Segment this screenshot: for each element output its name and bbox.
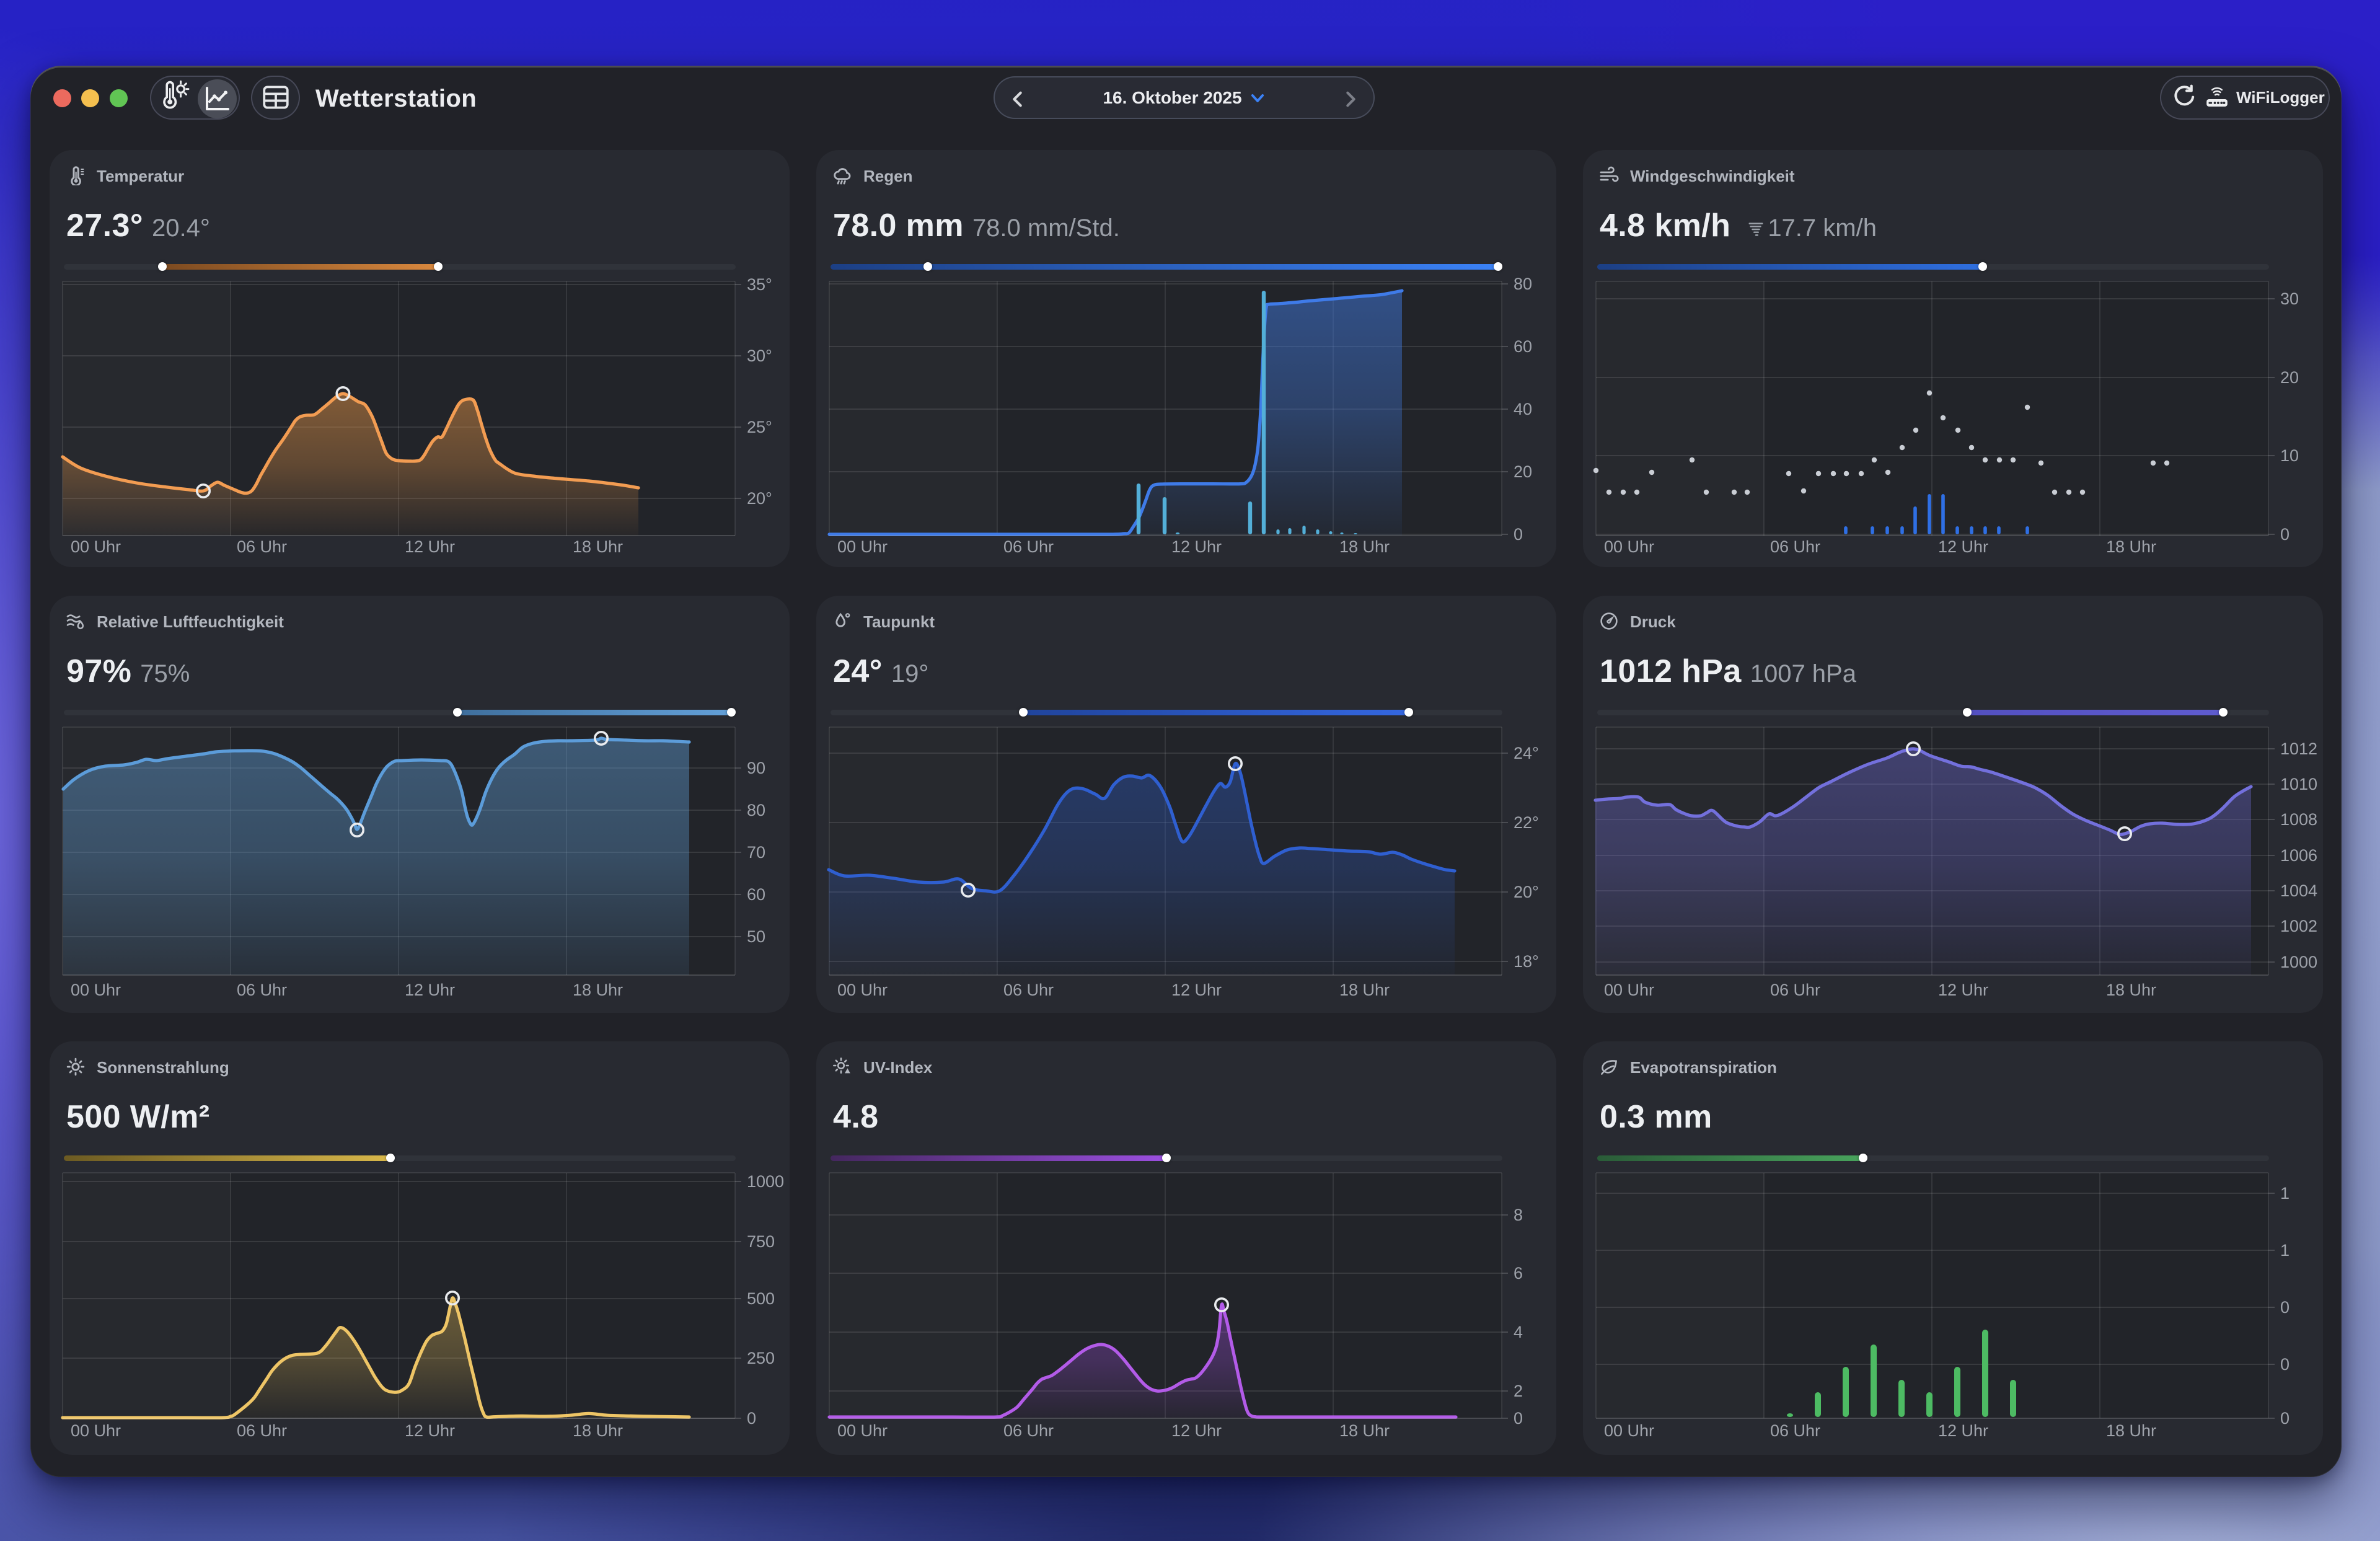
svg-text:18 Uhr: 18 Uhr bbox=[1339, 537, 1390, 556]
svg-text:00 Uhr: 00 Uhr bbox=[837, 1421, 888, 1440]
svg-text:25°: 25° bbox=[747, 418, 772, 436]
svg-text:250: 250 bbox=[747, 1349, 775, 1367]
svg-text:12 Uhr: 12 Uhr bbox=[405, 1421, 455, 1440]
svg-text:18 Uhr: 18 Uhr bbox=[1339, 1421, 1390, 1440]
svg-text:10: 10 bbox=[2280, 446, 2299, 465]
svg-text:1010: 1010 bbox=[2280, 775, 2317, 793]
svg-text:0: 0 bbox=[2280, 1355, 2290, 1374]
svg-text:12 Uhr: 12 Uhr bbox=[1171, 537, 1222, 556]
svg-text:20°: 20° bbox=[747, 489, 772, 508]
svg-text:1: 1 bbox=[2280, 1184, 2290, 1203]
svg-text:70: 70 bbox=[747, 843, 765, 862]
svg-text:18 Uhr: 18 Uhr bbox=[1339, 981, 1390, 999]
svg-text:00 Uhr: 00 Uhr bbox=[1604, 981, 1654, 999]
svg-text:12 Uhr: 12 Uhr bbox=[1171, 981, 1222, 999]
svg-text:50: 50 bbox=[747, 927, 765, 946]
svg-text:1004: 1004 bbox=[2280, 881, 2317, 900]
svg-text:06 Uhr: 06 Uhr bbox=[1003, 537, 1054, 556]
svg-text:00 Uhr: 00 Uhr bbox=[1604, 1421, 1654, 1440]
svg-text:06 Uhr: 06 Uhr bbox=[237, 537, 287, 556]
svg-text:18 Uhr: 18 Uhr bbox=[2106, 1421, 2156, 1440]
svg-text:18 Uhr: 18 Uhr bbox=[573, 1421, 623, 1440]
svg-text:0: 0 bbox=[747, 1409, 756, 1428]
svg-text:20: 20 bbox=[2280, 368, 2299, 387]
svg-text:18°: 18° bbox=[1514, 952, 1539, 971]
svg-text:1008: 1008 bbox=[2280, 810, 2317, 829]
svg-text:06 Uhr: 06 Uhr bbox=[1770, 1421, 1820, 1440]
svg-text:30: 30 bbox=[2280, 289, 2299, 308]
svg-text:18 Uhr: 18 Uhr bbox=[573, 981, 623, 999]
svg-text:06 Uhr: 06 Uhr bbox=[237, 981, 287, 999]
svg-text:12 Uhr: 12 Uhr bbox=[1938, 537, 1988, 556]
svg-text:00 Uhr: 00 Uhr bbox=[71, 537, 121, 556]
svg-text:1: 1 bbox=[2280, 1241, 2290, 1260]
svg-text:12 Uhr: 12 Uhr bbox=[1938, 1421, 1988, 1440]
svg-text:18 Uhr: 18 Uhr bbox=[2106, 981, 2156, 999]
svg-text:00 Uhr: 00 Uhr bbox=[1604, 537, 1654, 556]
svg-text:60: 60 bbox=[1514, 337, 1532, 356]
svg-text:12 Uhr: 12 Uhr bbox=[405, 537, 455, 556]
svg-text:06 Uhr: 06 Uhr bbox=[1770, 537, 1820, 556]
svg-text:24°: 24° bbox=[1514, 744, 1539, 762]
svg-text:00 Uhr: 00 Uhr bbox=[837, 537, 888, 556]
svg-text:2: 2 bbox=[1514, 1382, 1523, 1400]
svg-text:0: 0 bbox=[1514, 1409, 1523, 1428]
svg-text:0: 0 bbox=[2280, 525, 2290, 544]
svg-text:1000: 1000 bbox=[747, 1172, 784, 1191]
svg-text:30°: 30° bbox=[747, 347, 772, 365]
svg-text:12 Uhr: 12 Uhr bbox=[1171, 1421, 1222, 1440]
svg-text:35°: 35° bbox=[747, 275, 772, 294]
svg-text:0: 0 bbox=[1514, 525, 1523, 544]
svg-text:40: 40 bbox=[1514, 400, 1532, 418]
svg-text:1012: 1012 bbox=[2280, 740, 2317, 758]
svg-text:06 Uhr: 06 Uhr bbox=[1003, 1421, 1054, 1440]
svg-text:00 Uhr: 00 Uhr bbox=[837, 981, 888, 999]
svg-text:80: 80 bbox=[747, 801, 765, 819]
svg-text:500: 500 bbox=[747, 1289, 775, 1308]
svg-text:06 Uhr: 06 Uhr bbox=[237, 1421, 287, 1440]
svg-text:12 Uhr: 12 Uhr bbox=[1938, 981, 1988, 999]
svg-text:20°: 20° bbox=[1514, 883, 1539, 901]
svg-text:1000: 1000 bbox=[2280, 953, 2317, 971]
svg-text:00 Uhr: 00 Uhr bbox=[71, 1421, 121, 1440]
svg-text:06 Uhr: 06 Uhr bbox=[1003, 981, 1054, 999]
svg-text:8: 8 bbox=[1514, 1206, 1523, 1224]
svg-text:1002: 1002 bbox=[2280, 917, 2317, 935]
svg-text:06 Uhr: 06 Uhr bbox=[1770, 981, 1820, 999]
svg-text:12 Uhr: 12 Uhr bbox=[405, 981, 455, 999]
svg-text:60: 60 bbox=[747, 885, 765, 904]
svg-text:0: 0 bbox=[2280, 1298, 2290, 1317]
svg-text:18 Uhr: 18 Uhr bbox=[573, 537, 623, 556]
svg-text:22°: 22° bbox=[1514, 813, 1539, 832]
svg-text:750: 750 bbox=[747, 1232, 775, 1251]
svg-text:90: 90 bbox=[747, 759, 765, 777]
svg-text:0: 0 bbox=[2280, 1409, 2290, 1428]
svg-text:00 Uhr: 00 Uhr bbox=[71, 981, 121, 999]
svg-text:18 Uhr: 18 Uhr bbox=[2106, 537, 2156, 556]
svg-text:80: 80 bbox=[1514, 275, 1532, 293]
svg-text:6: 6 bbox=[1514, 1264, 1523, 1283]
svg-text:4: 4 bbox=[1514, 1323, 1523, 1341]
svg-text:1006: 1006 bbox=[2280, 846, 2317, 865]
svg-text:20: 20 bbox=[1514, 462, 1532, 481]
